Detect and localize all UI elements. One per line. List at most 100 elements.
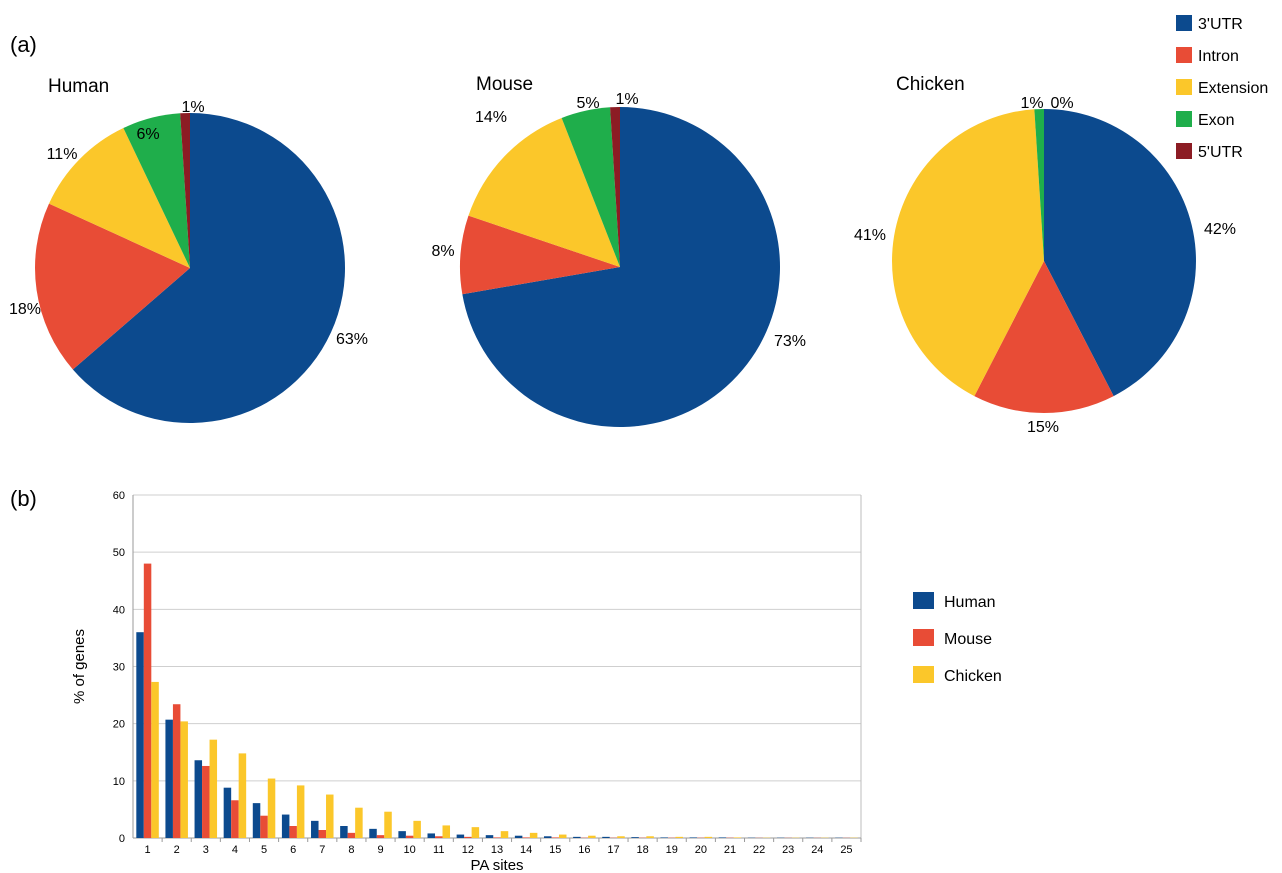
bar-human-19 — [660, 837, 668, 838]
bar-human-5 — [252, 803, 261, 838]
bar-human-8 — [340, 826, 348, 838]
bar-mouse-9 — [376, 835, 385, 838]
y-tick-label: 10 — [113, 776, 125, 788]
x-tick-label: 15 — [549, 844, 561, 856]
legend-item-extension: Extension — [1176, 79, 1268, 97]
x-tick-label: 13 — [491, 844, 503, 856]
legend-swatch — [1176, 15, 1192, 31]
bar-chicken-3 — [209, 739, 218, 838]
bar-mouse-2 — [172, 704, 181, 838]
pie-slice-extension — [468, 118, 620, 268]
bar-human-3 — [194, 760, 203, 838]
x-tick-label: 8 — [348, 844, 354, 856]
y-tick-label: 20 — [113, 719, 125, 731]
pie-legend: 3'UTR Intron Extension Exon 5'UTR — [1176, 15, 1268, 161]
x-tick-label: 9 — [377, 844, 383, 856]
legend-label: Intron — [1198, 48, 1239, 65]
bar-chicken-16 — [588, 835, 596, 838]
bar-chicken-15 — [558, 834, 567, 838]
x-tick-label: 6 — [290, 844, 296, 856]
legend-swatch — [1176, 47, 1192, 63]
x-tick-label: 7 — [319, 844, 325, 856]
pie-slice-extension — [49, 128, 191, 268]
pie-label-extension: 14% — [475, 109, 507, 126]
bar-human-11 — [427, 833, 436, 838]
pie-label-intron: 15% — [1027, 419, 1059, 436]
x-tick-label: 1 — [144, 844, 150, 856]
pie-mouse: Mouse 73% 8% 14% 5% 1% — [431, 74, 806, 427]
pie-label-exon: 6% — [136, 126, 159, 143]
bar-chicken-21 — [733, 837, 742, 838]
bar-chicken-4 — [238, 753, 247, 838]
panel-label-a: (a) — [10, 32, 37, 57]
bar-human-6 — [281, 814, 290, 838]
pie-slice-3utr — [1044, 109, 1196, 397]
pie-label-5utr: 0% — [1050, 95, 1073, 112]
bar-human-20 — [689, 837, 698, 838]
legend-swatch — [1176, 143, 1192, 159]
bar-chicken-19 — [675, 836, 683, 838]
pie-label-extension: 11% — [47, 146, 78, 163]
pie-slice-exon — [123, 113, 190, 268]
bar-legend-swatch — [913, 629, 934, 646]
bar-chicken-7 — [326, 794, 334, 838]
x-tick-label: 4 — [232, 844, 238, 856]
bar-chicken-2 — [180, 721, 188, 838]
pie-slice-exon — [1034, 109, 1044, 261]
bar-chicken-1 — [151, 681, 159, 838]
bar-mouse-4 — [231, 800, 239, 838]
bar-human-10 — [398, 831, 406, 838]
bar-legend-label: Chicken — [944, 668, 1002, 685]
pie-slice-intron — [974, 261, 1114, 413]
pie-label-5utr: 1% — [615, 91, 638, 108]
bar-chicken-6 — [296, 785, 305, 838]
pie-slice-intron — [460, 215, 620, 295]
y-tick-label: 50 — [113, 547, 125, 559]
x-tick-label: 20 — [695, 844, 707, 856]
pie-human: Human 63% 18% 11% 6% 1% — [9, 76, 368, 424]
pie-title: Human — [48, 76, 109, 97]
bar-chicken-13 — [500, 831, 509, 838]
bar-mouse-3 — [202, 765, 210, 838]
bar-mouse-8 — [347, 832, 356, 838]
y-tick-label: 30 — [113, 662, 125, 674]
pie-slice-3utr — [462, 107, 781, 427]
pie-label-exon: 5% — [576, 95, 599, 112]
y-tick-label: 0 — [119, 833, 125, 845]
panel-label-b: (b) — [10, 486, 37, 511]
pie-label-intron: 18% — [9, 301, 41, 318]
pie-slice-extension — [892, 109, 1044, 397]
bar-human-2 — [165, 719, 173, 838]
x-tick-label: 16 — [578, 844, 590, 856]
bar-mouse-14 — [522, 837, 530, 838]
bar-human-17 — [602, 836, 610, 838]
bar-chicken-17 — [617, 836, 625, 838]
bar-chicken-20 — [704, 836, 713, 838]
bar-chicken-12 — [471, 827, 480, 838]
pie-label-3utr: 42% — [1204, 221, 1236, 238]
bar-chicken-9 — [384, 811, 392, 838]
bar-human-4 — [223, 787, 232, 838]
bar-human-16 — [573, 836, 581, 838]
legend-item-3utr: 3'UTR — [1176, 15, 1243, 33]
x-tick-label: 21 — [724, 844, 736, 856]
bar-human-7 — [311, 820, 319, 838]
bar-legend-label: Mouse — [944, 631, 992, 648]
bar-human-18 — [631, 837, 639, 838]
legend-item-exon: Exon — [1176, 111, 1234, 129]
x-axis-title: PA sites — [470, 857, 523, 873]
bar-human-14 — [514, 835, 523, 838]
x-tick-label: 22 — [753, 844, 765, 856]
pie-label-intron: 8% — [431, 243, 454, 260]
bar-human-12 — [456, 834, 465, 838]
x-tick-label: 12 — [462, 844, 474, 856]
bar-human-21 — [718, 837, 727, 838]
bar-mouse-5 — [260, 815, 268, 838]
x-tick-label: 2 — [174, 844, 180, 856]
bar-legend-item-chicken: Chicken — [913, 666, 1002, 685]
pie-slice-3utr — [72, 112, 346, 424]
x-tick-label: 10 — [404, 844, 416, 856]
bar-mouse-7 — [318, 830, 327, 838]
